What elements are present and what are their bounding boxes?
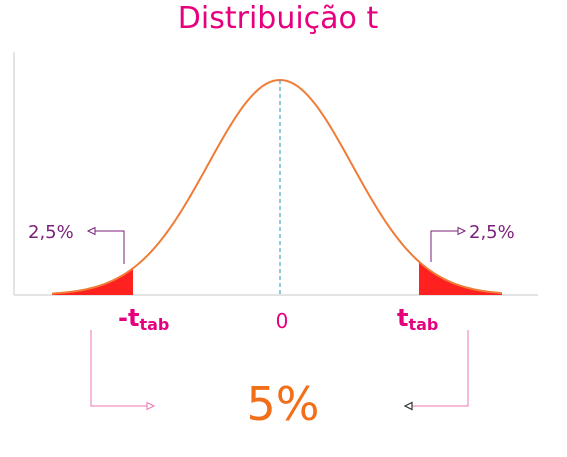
left-tail-area-label: 2,5% — [28, 222, 74, 243]
right-rejection-region — [419, 261, 502, 295]
right-tail-area-label: 2,5% — [469, 222, 515, 243]
center-value-label: 0 — [276, 309, 289, 333]
right-tail-callout-arrowhead — [457, 226, 467, 236]
diagram-title: Distribuição t — [178, 1, 379, 36]
right-tail-callout-line — [430, 230, 459, 262]
right-critical-value-label: ttab — [397, 304, 438, 334]
total-area-right-arrowhead — [403, 401, 413, 411]
left-rejection-region — [52, 268, 133, 295]
left-tail-callout-arrowhead — [86, 226, 96, 236]
density-curve — [51, 78, 503, 295]
left-tail-callout-line — [92, 230, 125, 264]
total-area-right-callout-line — [412, 330, 469, 407]
left-critical-value-label: -ttab — [118, 304, 169, 334]
total-rejection-area-label: 5% — [247, 377, 320, 431]
total-area-left-callout-line — [90, 330, 148, 407]
total-area-left-arrowhead — [146, 401, 156, 411]
